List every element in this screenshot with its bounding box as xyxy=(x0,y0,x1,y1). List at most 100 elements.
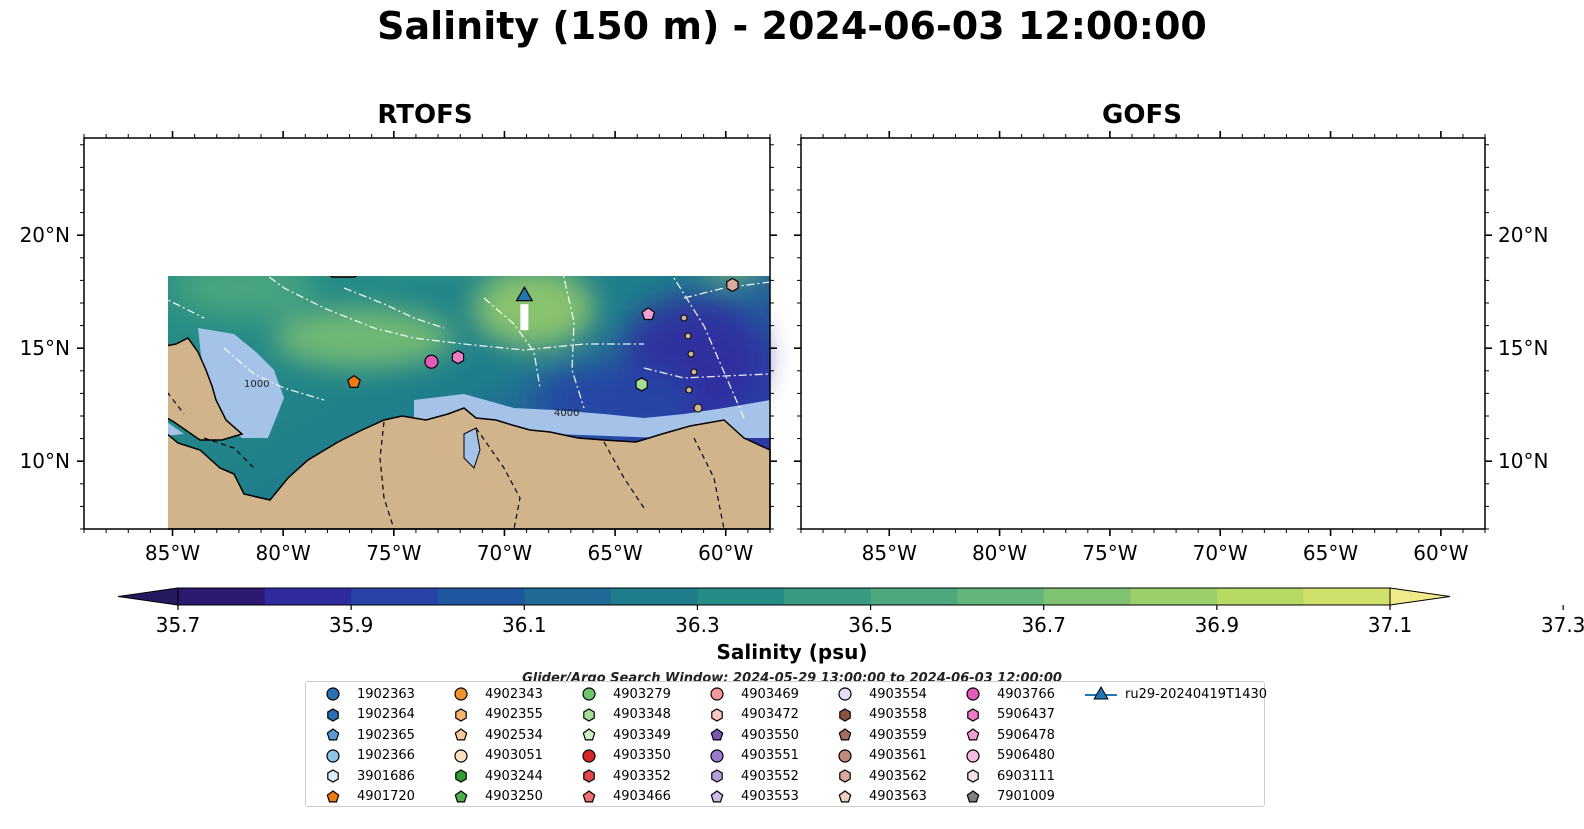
legend-label: ru29-20240419T1430 xyxy=(1125,686,1268,702)
float-marker-4903559 xyxy=(195,233,207,245)
float-marker-1902365 xyxy=(578,170,590,182)
legend-item: 4903279 xyxy=(572,684,671,704)
legend-marker-icon xyxy=(326,748,340,763)
legend-marker-icon xyxy=(326,687,340,701)
colorbar-tick-label: 36.5 xyxy=(848,613,893,637)
legend-item: 1902365 xyxy=(316,725,415,745)
legend-marker-icon xyxy=(967,707,979,722)
legend-marker-icon xyxy=(966,789,980,802)
legend-marker xyxy=(838,789,852,802)
float-marker-4903561 xyxy=(316,245,329,258)
lat-tick-label-right: 10°N xyxy=(1498,449,1548,473)
legend-label: 4903469 xyxy=(741,686,799,702)
bathy-label: 1000 xyxy=(244,379,269,390)
legend-label: 4903244 xyxy=(485,768,543,784)
lat-tick-label-right: 20°N xyxy=(1498,223,1548,247)
legend-label: 4903559 xyxy=(869,727,927,743)
legend-item: 4903562 xyxy=(828,766,927,786)
legend-marker-icon xyxy=(327,769,339,783)
float-marker-4903562 xyxy=(726,277,739,293)
float-marker-4903348 xyxy=(635,377,648,392)
legend-label: 4903349 xyxy=(613,727,671,743)
legend-marker xyxy=(710,748,724,763)
float-marker-4903561 xyxy=(1033,245,1046,258)
lon-tick-label: 80°W xyxy=(256,541,311,565)
legend-marker-icon xyxy=(582,687,596,701)
legend-marker-icon xyxy=(839,769,851,783)
legend-label: 4903563 xyxy=(869,789,927,804)
glider-track xyxy=(1236,304,1244,330)
legend-label: 4903550 xyxy=(741,727,799,743)
float-marker-4903550 xyxy=(166,138,178,150)
float-marker-4903352 xyxy=(676,226,687,239)
float-marker-1902363 xyxy=(1342,143,1355,156)
legend-marker-icon xyxy=(326,728,340,741)
float-marker-4903352 xyxy=(1391,226,1402,239)
float-marker-3901686 xyxy=(742,186,753,199)
lon-tick-label: 60°W xyxy=(1413,541,1468,565)
legend-marker xyxy=(710,687,724,701)
float-marker-4903766 xyxy=(1141,355,1154,368)
legend-item: 7901009 xyxy=(956,787,1055,807)
legend-marker-icon xyxy=(582,748,596,763)
legend-item: 5906478 xyxy=(956,725,1055,745)
legend-label: 4901720 xyxy=(357,789,415,804)
legend-marker-icon xyxy=(838,687,852,701)
panel-title-rtofs: RTOFS xyxy=(377,100,473,130)
legend-marker xyxy=(711,707,723,722)
gofs-map: 1000 xyxy=(801,138,1511,529)
legend-marker-icon xyxy=(966,687,980,701)
legend-label: 5906437 xyxy=(997,707,1055,722)
float-marker-4903550 xyxy=(883,138,895,150)
legend-item: 4903244 xyxy=(444,766,543,786)
legend-marker xyxy=(710,728,724,741)
legend-marker-icon xyxy=(454,748,468,763)
lon-tick-label: 70°W xyxy=(477,541,532,565)
legend-marker xyxy=(326,789,340,802)
legend-item: 4903352 xyxy=(572,766,671,786)
legend-marker-icon xyxy=(710,728,724,741)
legend-item: 4901720 xyxy=(316,787,415,807)
legend-label: 4903466 xyxy=(613,789,671,804)
legend-marker-icon xyxy=(966,728,980,741)
legend-marker xyxy=(583,707,595,722)
rtofs-map: 1000 4000 xyxy=(135,138,771,530)
legend-marker xyxy=(455,707,467,722)
panel-title-gofs: GOFS xyxy=(1102,100,1182,130)
bathy-label: 1000 xyxy=(961,379,986,390)
legend-marker-icon xyxy=(583,707,595,722)
legend-label: 4903279 xyxy=(613,686,671,702)
legend-item: 4902343 xyxy=(444,684,543,704)
legend-label: 4903352 xyxy=(613,768,671,784)
legend-item: 4903558 xyxy=(828,705,927,725)
lon-tick-label: 70°W xyxy=(1193,541,1248,565)
legend-marker xyxy=(327,769,339,783)
legend-marker-icon xyxy=(455,769,467,783)
bathy-label: 4000 xyxy=(554,408,579,419)
legend-marker xyxy=(327,707,339,722)
float-marker-4903558 xyxy=(395,256,406,269)
legend-item: 1902366 xyxy=(316,746,415,766)
float-marker-1902365 xyxy=(1294,170,1306,182)
legend-item: 4903554 xyxy=(828,684,927,704)
colorbar-tick-label: 36.7 xyxy=(1021,613,1066,637)
legend: 1902363 1902364 1902365 1902366 3901686 49017… xyxy=(305,681,1268,807)
legend-item: 4903472 xyxy=(700,705,799,725)
legend-item: 4903552 xyxy=(700,766,799,786)
float-marker-4903563 xyxy=(135,269,147,281)
float-marker-4901720 xyxy=(347,374,361,388)
legend-marker xyxy=(967,707,979,722)
float-marker-7901009 xyxy=(861,179,873,191)
float-marker-4903558 xyxy=(1111,256,1122,269)
legend-item: 4903563 xyxy=(828,787,927,807)
float-marker-7901009 xyxy=(144,179,156,191)
colorbar-tick-label: 35.7 xyxy=(156,613,201,637)
legend-marker xyxy=(711,769,723,783)
legend-marker xyxy=(326,728,340,741)
float-marker-4903469 xyxy=(199,154,212,167)
legend-item: 4902534 xyxy=(444,725,543,745)
legend-marker xyxy=(966,687,980,701)
legend-marker xyxy=(838,748,852,763)
legend-marker-icon xyxy=(583,769,595,783)
